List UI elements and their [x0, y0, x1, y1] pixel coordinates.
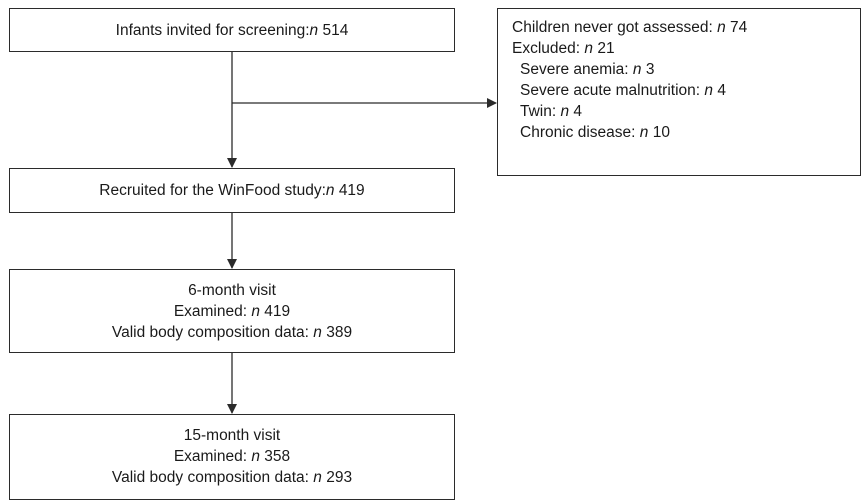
excluded-value: 21 — [597, 40, 615, 57]
reason-value: 4 — [573, 103, 583, 120]
invited-box: Infants invited for screening: n 514 — [9, 8, 455, 52]
examined-label: Examined: — [173, 448, 252, 465]
examined-value: 358 — [264, 448, 291, 465]
examined-n: n — [251, 448, 260, 465]
valid-value: 389 — [326, 324, 353, 341]
never-assessed-n: n — [717, 19, 726, 36]
fifteen-month-valid: Valid body composition data: n 293 — [10, 467, 454, 488]
reason-label: Severe acute malnutrition: — [520, 82, 705, 99]
invited-value: 514 — [322, 21, 349, 39]
six-month-examined: Examined: n 419 — [10, 301, 454, 322]
recruited-n: n — [325, 182, 335, 199]
excluded-n: n — [584, 40, 594, 57]
invited-label: Infants invited for screening: — [115, 21, 310, 39]
reason-chronic-disease: Chronic disease: n 10 — [512, 122, 860, 143]
examined-label: Examined: — [173, 303, 252, 320]
examined-n: n — [251, 303, 260, 320]
recruited-label: Recruited for the WinFood study: — [99, 182, 326, 199]
recruited-value: 419 — [338, 182, 365, 199]
six-month-valid: Valid body composition data: n 389 — [10, 322, 454, 343]
valid-label: Valid body composition data: — [111, 469, 314, 486]
valid-n: n — [313, 469, 322, 486]
excluded-box: Children never got assessed: n 74 Exclud… — [497, 8, 861, 176]
reason-severe-acute-malnutrition: Severe acute malnutrition: n 4 — [512, 80, 860, 101]
valid-value: 293 — [326, 469, 353, 486]
examined-value: 419 — [264, 303, 291, 320]
reason-n: n — [639, 124, 649, 141]
reason-value: 3 — [645, 61, 655, 78]
excluded-line: Excluded: n 21 — [512, 38, 860, 59]
reason-twin: Twin: n 4 — [512, 101, 860, 122]
reason-value: 10 — [652, 124, 670, 141]
six-month-visit-box: 6-month visit Examined: n 419 Valid body… — [9, 269, 455, 353]
valid-label: Valid body composition data: — [111, 324, 314, 341]
never-assessed-value: 74 — [730, 19, 748, 36]
never-assessed-line: Children never got assessed: n 74 — [512, 17, 860, 38]
reason-n: n — [632, 61, 642, 78]
fifteen-month-examined: Examined: n 358 — [10, 446, 454, 467]
fifteen-month-visit-box: 15-month visit Examined: n 358 Valid bod… — [9, 414, 455, 500]
reason-label: Chronic disease: — [520, 124, 640, 141]
invited-n: n — [309, 21, 319, 39]
reason-n: n — [560, 103, 570, 120]
reason-label: Twin: — [520, 103, 561, 120]
six-month-title: 6-month visit — [188, 282, 276, 299]
reason-label: Severe anemia: — [520, 61, 633, 78]
reason-n: n — [704, 82, 713, 99]
reason-severe-anemia: Severe anemia: n 3 — [512, 59, 860, 80]
excluded-label: Excluded: — [512, 40, 585, 57]
valid-n: n — [313, 324, 322, 341]
recruited-box: Recruited for the WinFood study: n 419 — [9, 168, 455, 213]
reason-value: 4 — [717, 82, 726, 99]
never-assessed-label: Children never got assessed: — [512, 19, 718, 36]
fifteen-month-title: 15-month visit — [183, 427, 281, 444]
